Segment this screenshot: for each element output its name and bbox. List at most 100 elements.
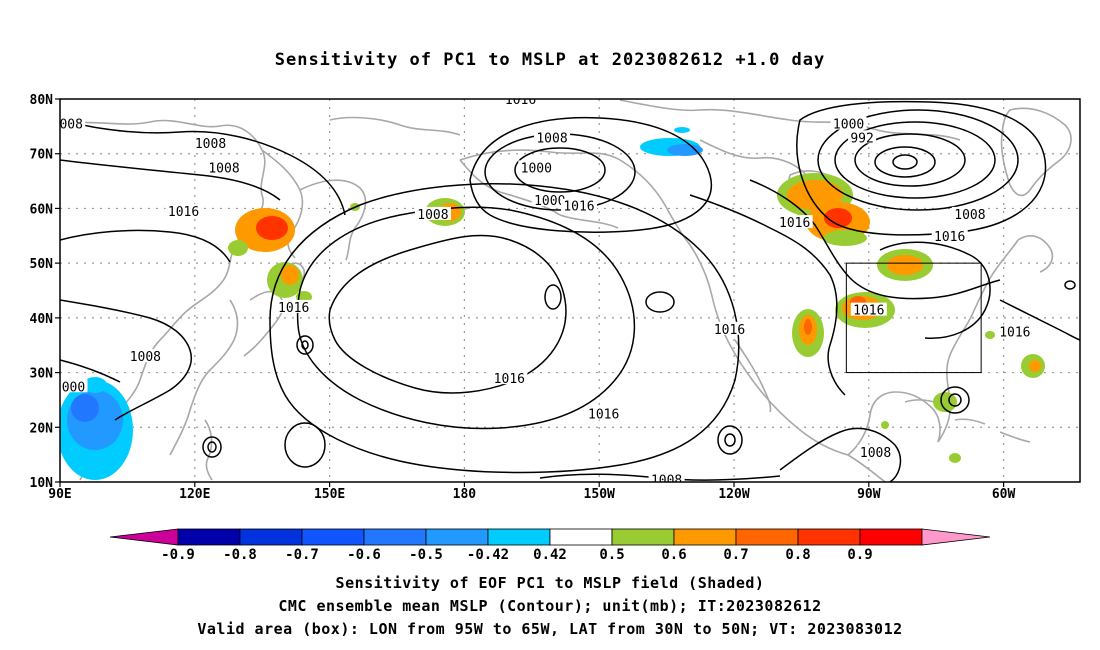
colorbar-swatch bbox=[859, 528, 923, 546]
contour-label: 1008 bbox=[195, 137, 226, 152]
colorbar-level-label: 0.9 bbox=[847, 547, 872, 563]
valid-area-box bbox=[845, 262, 982, 374]
contour-label-bg bbox=[206, 160, 243, 174]
lon-tick-label: 120W bbox=[718, 487, 749, 502]
contour-label-bg bbox=[491, 371, 528, 385]
lat-tick-label: 80N bbox=[30, 93, 54, 108]
colorbar-level-label: 0.7 bbox=[723, 547, 748, 563]
contour-label-bg bbox=[830, 116, 867, 130]
contour-label: 1008 bbox=[651, 473, 682, 488]
lon-tick-label: 90W bbox=[857, 487, 881, 502]
contour-label-bg bbox=[776, 215, 813, 229]
contour-label: 1008 bbox=[536, 131, 567, 146]
page-title: Sensitivity of PC1 to MSLP at 2023082612… bbox=[274, 50, 826, 70]
lat-tick-label: 70N bbox=[30, 148, 54, 163]
contour-label-bg bbox=[931, 228, 968, 242]
colorbar-extend-high bbox=[921, 528, 991, 546]
contour-label: 1016 bbox=[505, 93, 536, 108]
colorbar-swatch bbox=[611, 528, 675, 546]
lon-tick-label: 90E bbox=[48, 487, 71, 502]
caption-shading: Sensitivity of EOF PC1 to MSLP field (Sh… bbox=[335, 574, 765, 592]
colorbar-level-label: -0.9 bbox=[161, 547, 195, 563]
contour-label: 1016 bbox=[934, 230, 965, 245]
contour-label-bg bbox=[711, 321, 748, 335]
colorbar-swatch bbox=[549, 528, 613, 546]
contour-label-bg bbox=[414, 206, 451, 220]
colorbar-extend-low bbox=[109, 528, 179, 546]
lat-tick-label: 20N bbox=[30, 421, 54, 436]
colorbar-swatch bbox=[363, 528, 427, 546]
contour-label-bg bbox=[531, 193, 568, 207]
contour-label: 1016 bbox=[779, 216, 810, 231]
contour-label: 1008 bbox=[130, 350, 161, 365]
contour-label: 008 bbox=[59, 118, 82, 133]
contour-label-bg bbox=[848, 130, 877, 144]
lat-tick-label: 10N bbox=[30, 476, 54, 491]
contour-label: 1016 bbox=[588, 408, 619, 423]
contour-label-bg bbox=[996, 324, 1033, 338]
contour-label-bg bbox=[275, 299, 312, 313]
contour-label-bg bbox=[648, 472, 685, 482]
contour-label-bg bbox=[560, 198, 597, 212]
colorbar-level-label: 0.5 bbox=[599, 547, 624, 563]
colorbar-swatch bbox=[301, 528, 365, 546]
colorbar-swatch bbox=[177, 528, 241, 546]
colorbar-level-label: 0.8 bbox=[785, 547, 810, 563]
lon-tick-label: 60W bbox=[992, 487, 1016, 502]
contour-label-bg bbox=[951, 206, 988, 220]
contour-labels: 008 1008 1008 1016 1008 1016 1008 1000 1000 1016 1… bbox=[59, 93, 1033, 488]
axis-labels: 90E 120E 150E 180 150W 120W 90W 60W 80N 70N 60N 50N… bbox=[30, 93, 1016, 502]
mslp-contours bbox=[60, 100, 1080, 482]
colorbar-swatch bbox=[797, 528, 861, 546]
lon-tick-label: 150E bbox=[314, 487, 345, 502]
colorbar-level-label: -0.5 bbox=[409, 547, 443, 563]
colorbar-level-label: -0.7 bbox=[285, 547, 319, 563]
contour-label-bg bbox=[60, 379, 88, 393]
contour-label-bg bbox=[534, 130, 571, 144]
colorbar-swatch bbox=[487, 528, 551, 546]
contour-label-bg bbox=[60, 116, 86, 130]
contour-label: 1008 bbox=[860, 446, 891, 461]
sensitivity-shading bbox=[60, 127, 1045, 480]
caption-contour: CMC ensemble mean MSLP (Contour); unit(m… bbox=[278, 597, 822, 615]
contour-label: 1000 bbox=[833, 118, 864, 133]
contour-label: 1016 bbox=[494, 372, 525, 387]
colorbar: -0.9 -0.8 -0.7 -0.6 -0.5 -0.42 0.42 0.5 0.6 0.7 0.… bbox=[109, 528, 991, 563]
contour-label-bg bbox=[192, 135, 229, 149]
lat-tick-label: 60N bbox=[30, 202, 54, 217]
contour-label: 992 bbox=[850, 131, 873, 146]
contour-label-bg bbox=[502, 99, 539, 105]
colorbar-swatch bbox=[425, 528, 489, 546]
colorbar-swatch bbox=[673, 528, 737, 546]
colorbar-swatch bbox=[735, 528, 799, 546]
contour-label: 1016 bbox=[853, 304, 884, 319]
lon-tick-label: 150W bbox=[584, 487, 615, 502]
contour-label: 1016 bbox=[278, 301, 309, 316]
lat-tick-label: 50N bbox=[30, 257, 54, 272]
contour-label-bg bbox=[518, 160, 555, 174]
contour-label: 000 bbox=[62, 380, 85, 395]
contour-label: 1008 bbox=[417, 208, 448, 223]
colorbar-level-label: 0.42 bbox=[533, 547, 567, 563]
contour-label-bg bbox=[127, 349, 164, 363]
contour-label-bg bbox=[585, 406, 622, 420]
colorbar-level-label: -0.8 bbox=[223, 547, 257, 563]
contour-label: 1016 bbox=[999, 326, 1030, 341]
lat-tick-label: 40N bbox=[30, 312, 54, 327]
contour-label-bg bbox=[850, 302, 887, 316]
contour-label-bg bbox=[165, 204, 202, 218]
contour-label: 1000 bbox=[534, 194, 565, 209]
contour-label: 1008 bbox=[208, 161, 239, 176]
lat-tick-label: 30N bbox=[30, 367, 54, 382]
colorbar-level-label: -0.42 bbox=[467, 547, 509, 563]
contour-label-bg bbox=[857, 444, 894, 458]
contour-label: 1008 bbox=[954, 208, 985, 223]
colorbar-level-label: 0.6 bbox=[661, 547, 686, 563]
contour-label: 1016 bbox=[168, 205, 199, 220]
colorbar-swatch bbox=[239, 528, 303, 546]
map-frame bbox=[59, 98, 1081, 483]
colorbar-level-label: -0.6 bbox=[347, 547, 381, 563]
contour-label: 1000 bbox=[521, 161, 552, 176]
contour-label: 1016 bbox=[714, 323, 745, 338]
